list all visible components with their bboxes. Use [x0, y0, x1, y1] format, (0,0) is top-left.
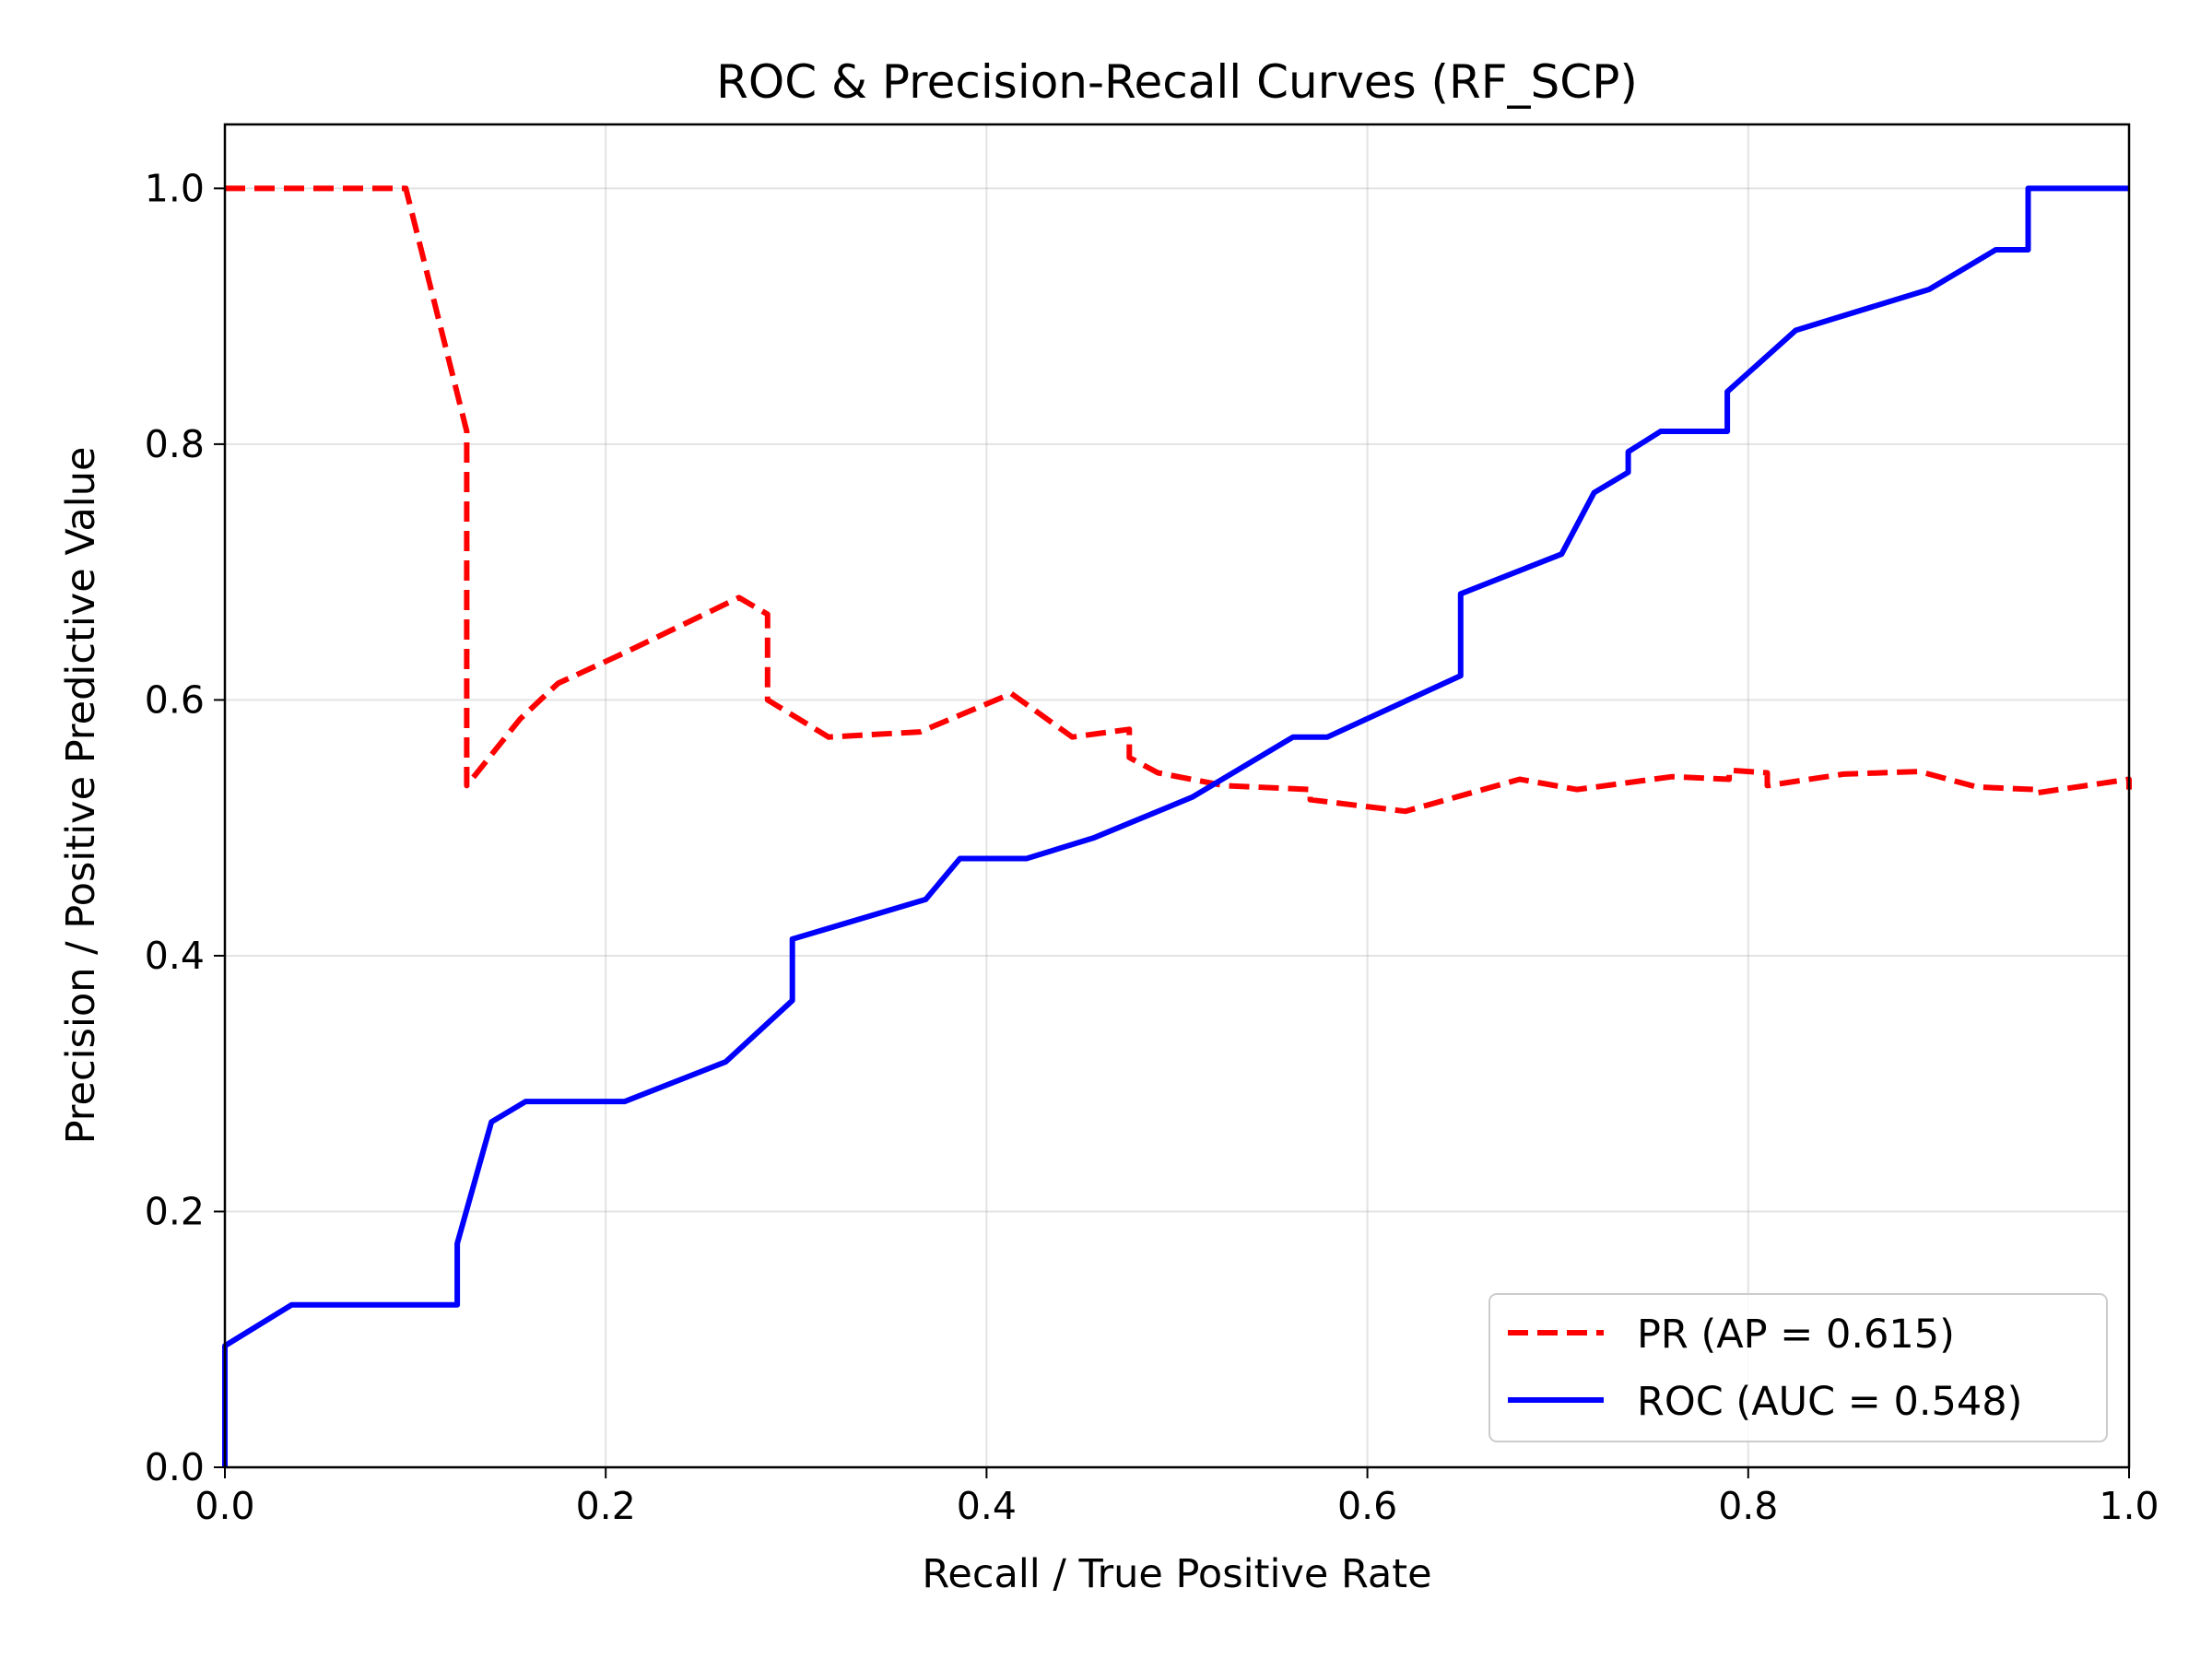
- legend-label-pr: PR (AP = 0.615): [1637, 1312, 1955, 1358]
- x-tick-label: 0.8: [1718, 1484, 1778, 1528]
- legend-label-roc: ROC (AUC = 0.548): [1637, 1379, 2022, 1425]
- grid: [224, 124, 2130, 1468]
- y-tick-label: 0.6: [145, 677, 205, 722]
- x-axis-label: Recall / True Positive Rate: [922, 1551, 1431, 1597]
- x-tick-label: 0.0: [194, 1484, 254, 1528]
- y-tick-label: 0.8: [145, 422, 205, 466]
- ticks: 0.0 0.2 0.4 0.6 0.8 1.0 0.0 0.2 0.4 0.6 0.8 1.0: [145, 166, 2159, 1528]
- y-axis-label: Precision / Positive Predictive Value: [58, 447, 104, 1145]
- roc-curve: [222, 185, 2129, 1467]
- series-layer: [222, 185, 2132, 1467]
- plot-frame: [223, 123, 2131, 1469]
- legend: PR (AP = 0.615) ROC (AUC = 0.548): [1488, 1293, 2108, 1442]
- y-tick-label: 1.0: [145, 166, 205, 210]
- y-tick-label: 0.4: [145, 934, 205, 978]
- x-tick-label: 0.4: [957, 1484, 1017, 1528]
- y-tick-label: 0.2: [145, 1189, 205, 1233]
- pr-curve: [225, 185, 2132, 815]
- x-tick-label: 0.6: [1337, 1484, 1397, 1528]
- chart-title: ROC & Precision-Recall Curves (RF_SCP): [716, 55, 1638, 109]
- x-tick-label: 0.2: [576, 1484, 636, 1528]
- legend-box: [1488, 1293, 2108, 1442]
- x-tick-label: 1.0: [2099, 1484, 2159, 1528]
- y-tick-label: 0.0: [145, 1445, 205, 1489]
